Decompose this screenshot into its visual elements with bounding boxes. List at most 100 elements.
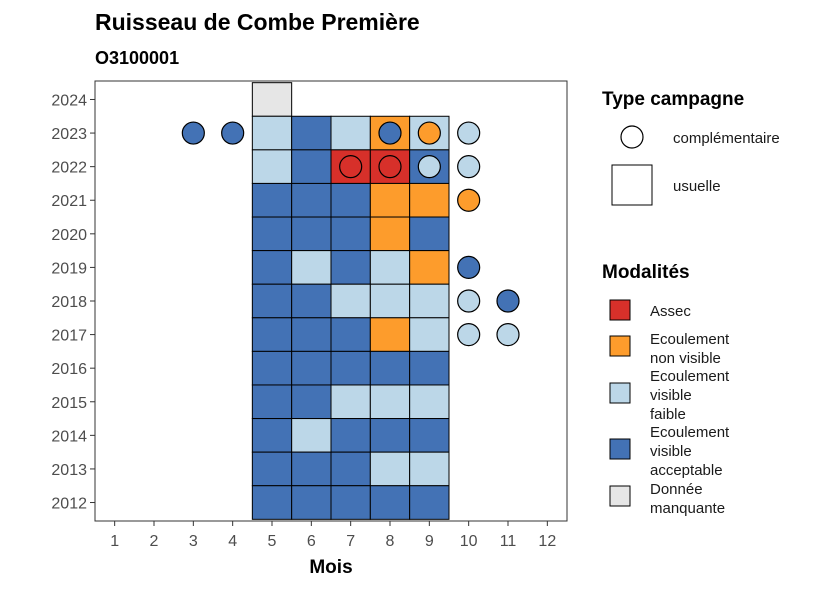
- point-2022-8: [378, 155, 402, 179]
- legend-modalites-title: Modalités: [602, 262, 690, 283]
- x-tick-label: 6: [307, 533, 316, 550]
- tile-2020-6: [291, 216, 332, 252]
- tile-2023-5: [251, 115, 293, 151]
- tile-2015-7: [330, 384, 371, 420]
- tile-2021-6: [291, 182, 332, 218]
- tile-2018-7: [330, 283, 371, 319]
- y-tick-label: 2019: [51, 260, 87, 277]
- tile-2021-8: [369, 182, 411, 218]
- x-tick-label: 1: [110, 533, 119, 550]
- point-2023-8: [378, 121, 402, 145]
- tile-2014-6: [291, 418, 332, 453]
- x-tick-label: 8: [386, 533, 395, 550]
- tile-2018-9: [409, 283, 450, 319]
- tile-2018-5: [251, 283, 293, 319]
- x-tick-label: 7: [346, 533, 355, 550]
- tile-2014-5: [251, 418, 293, 453]
- legend-modalite-label: acceptable: [650, 462, 723, 479]
- x-tick-label: 10: [460, 533, 478, 550]
- tile-2024-5: [251, 82, 293, 117]
- legend-modalite-label: visible: [650, 443, 692, 460]
- x-axis: 1 2 3 4 5 6 7 8 9 10 11 12: [110, 521, 556, 550]
- point-2018-10: [457, 289, 481, 313]
- chart-subtitle: O3100001: [95, 48, 179, 68]
- point-2018-11: [496, 289, 520, 313]
- tile-2014-7: [330, 418, 371, 453]
- legend-modalite-label: Ecoulement: [650, 368, 730, 385]
- x-tick-label: 2: [150, 533, 159, 550]
- tile-2015-8: [369, 384, 411, 420]
- y-axis: 2012 2013 2014 2015 2016 2017 2018 2019 2020 2021…: [51, 92, 95, 513]
- legend-type-label: usuelle: [673, 178, 721, 195]
- tile-2012-5: [251, 485, 293, 520]
- tile-2022-5: [251, 149, 293, 184]
- tile-2020-8: [369, 216, 411, 252]
- legend-swatch: [609, 485, 631, 507]
- tile-2016-8: [369, 350, 411, 386]
- tile-2016-6: [291, 350, 332, 386]
- tile-2022-6: [291, 149, 332, 184]
- tile-2018-6: [291, 283, 332, 319]
- y-tick-label: 2016: [51, 361, 87, 378]
- tile-2013-5: [251, 451, 293, 487]
- legend-modalite-label: Ecoulement: [650, 331, 730, 348]
- point-2023-4: [221, 121, 245, 145]
- tile-2021-7: [330, 182, 371, 218]
- y-tick-label: 2022: [51, 160, 87, 177]
- legend-swatch: [609, 438, 631, 460]
- y-tick-label: 2017: [51, 328, 87, 345]
- chart-title: Ruisseau de Combe Première: [95, 9, 420, 35]
- tile-2020-9: [409, 216, 450, 252]
- plot-area: [94, 80, 568, 522]
- legend-modalite-label: non visible: [650, 350, 721, 367]
- point-2022-10: [457, 155, 481, 179]
- tile-2018-8: [369, 283, 411, 319]
- y-tick-label: 2020: [51, 227, 87, 244]
- tile-2013-7: [330, 451, 371, 487]
- tile-2016-7: [330, 350, 371, 386]
- tile-2013-6: [291, 451, 332, 487]
- x-tick-label: 4: [228, 533, 237, 550]
- x-tick-label: 12: [538, 533, 556, 550]
- y-tick-label: 2012: [51, 496, 87, 513]
- tile-2017-6: [291, 317, 332, 352]
- tile-2019-5: [251, 250, 293, 285]
- tile-2017-7: [330, 317, 371, 352]
- legend: Type campagne complémentaire usuelle Modali…: [602, 89, 780, 517]
- legend-type-label: complémentaire: [673, 130, 780, 147]
- x-tick-label: 9: [425, 533, 434, 550]
- tile-2021-9: [409, 182, 450, 218]
- y-tick-label: 2018: [51, 294, 87, 311]
- tile-2020-7: [330, 216, 371, 252]
- legend-swatch: [609, 335, 631, 357]
- legend-circle-key: [620, 125, 644, 149]
- legend-modalite-label: Assec: [650, 303, 691, 320]
- y-tick-label: 2023: [51, 126, 87, 143]
- point-2017-10: [457, 322, 481, 347]
- tile-2016-9: [409, 350, 450, 386]
- tile-2019-6: [291, 250, 332, 285]
- legend-swatch: [609, 382, 631, 404]
- tile-2017-5: [251, 317, 293, 352]
- tile-2012-7: [330, 485, 371, 520]
- tile-2020-5: [251, 216, 293, 252]
- point-2023-10: [457, 121, 481, 145]
- x-tick-label: 3: [189, 533, 198, 550]
- point-2022-7: [339, 155, 363, 179]
- tile-2023-6: [291, 115, 332, 151]
- tile-2019-8: [369, 250, 411, 285]
- tile-2012-9: [409, 485, 450, 520]
- tile-2012-8: [369, 485, 411, 520]
- tile-2021-5: [251, 182, 293, 218]
- tile-2015-5: [251, 384, 293, 420]
- legend-modalite-label: visible: [650, 387, 692, 404]
- tile-2023-7: [330, 115, 371, 151]
- point-2017-11: [496, 322, 520, 347]
- legend-type-title: Type campagne: [602, 89, 744, 110]
- legend-modalite-label: faible: [650, 406, 686, 423]
- tile-2013-9: [409, 451, 450, 487]
- legend-swatch: [609, 299, 631, 321]
- x-axis-title: Mois: [309, 557, 352, 578]
- legend-modalite-label: manquante: [650, 500, 725, 517]
- tile-2019-9: [409, 250, 450, 285]
